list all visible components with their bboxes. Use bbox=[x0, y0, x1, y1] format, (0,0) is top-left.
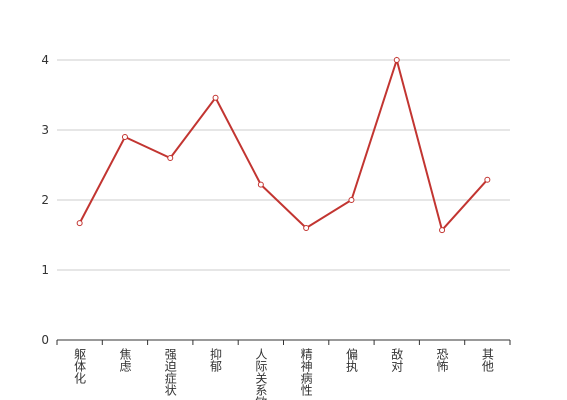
x-tick-label: 敌对 bbox=[390, 347, 404, 372]
y-tick-label: 0 bbox=[41, 333, 49, 347]
point bbox=[212, 94, 219, 101]
point bbox=[393, 57, 400, 63]
point bbox=[121, 134, 128, 140]
x-tick-label: 恐怖 bbox=[435, 348, 449, 372]
x-tick-label: 精神病性 bbox=[299, 348, 313, 397]
y-tick-label: 1 bbox=[41, 263, 49, 277]
x-tick-label: 抑郁 bbox=[209, 347, 223, 373]
x-tick-label: 其他 bbox=[480, 348, 494, 372]
x-tick-label: 偏执 bbox=[344, 347, 358, 373]
line bbox=[78, 56, 489, 233]
point bbox=[439, 227, 446, 234]
x-tick-label: 焦虑 bbox=[118, 348, 132, 372]
point bbox=[348, 197, 355, 203]
y-tick-label: 2 bbox=[41, 193, 49, 207]
point bbox=[76, 220, 83, 227]
point bbox=[257, 181, 264, 188]
point bbox=[303, 225, 310, 231]
x-tick-label: 人际关系敏感 bbox=[254, 348, 268, 400]
point bbox=[484, 176, 491, 183]
x-tick-label: 躯体化 bbox=[73, 347, 87, 385]
point bbox=[167, 155, 174, 161]
x-tick-label: 强迫症状 bbox=[163, 348, 177, 396]
y-tick-label: 3 bbox=[41, 123, 49, 137]
y-tick-label: 4 bbox=[41, 53, 49, 67]
